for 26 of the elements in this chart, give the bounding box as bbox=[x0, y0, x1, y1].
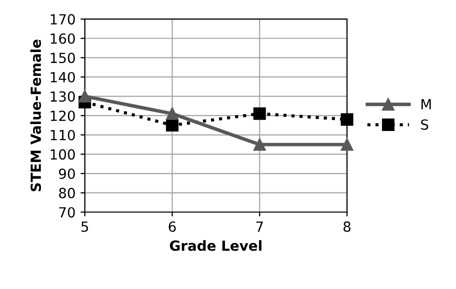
point bbox=[166, 119, 178, 132]
y-tick-label: 80 bbox=[59, 188, 75, 198]
y-axis-title: STEM Value-Female bbox=[30, 40, 42, 192]
legend-label: M bbox=[422, 99, 431, 110]
y-tick-label: 140 bbox=[50, 72, 75, 82]
y-tick-label: 170 bbox=[50, 14, 75, 25]
point bbox=[253, 138, 266, 151]
y-tick-label: 150 bbox=[50, 52, 75, 64]
x-tick-label: 7 bbox=[256, 222, 263, 232]
y-tick-label: 110 bbox=[50, 130, 75, 140]
y-tick-label: 100 bbox=[50, 149, 75, 160]
x-tick-label: 5 bbox=[81, 222, 88, 232]
point bbox=[340, 113, 354, 126]
point bbox=[78, 90, 92, 103]
x-axis-title: Grade Level bbox=[170, 240, 262, 251]
y-tick-label: 90 bbox=[58, 168, 75, 179]
x-tick-label: 6 bbox=[168, 221, 176, 232]
point bbox=[166, 107, 178, 120]
y-tick-label: 70 bbox=[59, 207, 75, 218]
y-tick-label: 130 bbox=[50, 91, 75, 102]
point bbox=[253, 107, 266, 120]
y-tick-label: 160 bbox=[50, 33, 75, 44]
point bbox=[340, 138, 354, 151]
y-tick-label: 120 bbox=[50, 110, 75, 122]
legend-label: S bbox=[421, 119, 428, 130]
x-tick-label: 8 bbox=[344, 221, 350, 232]
